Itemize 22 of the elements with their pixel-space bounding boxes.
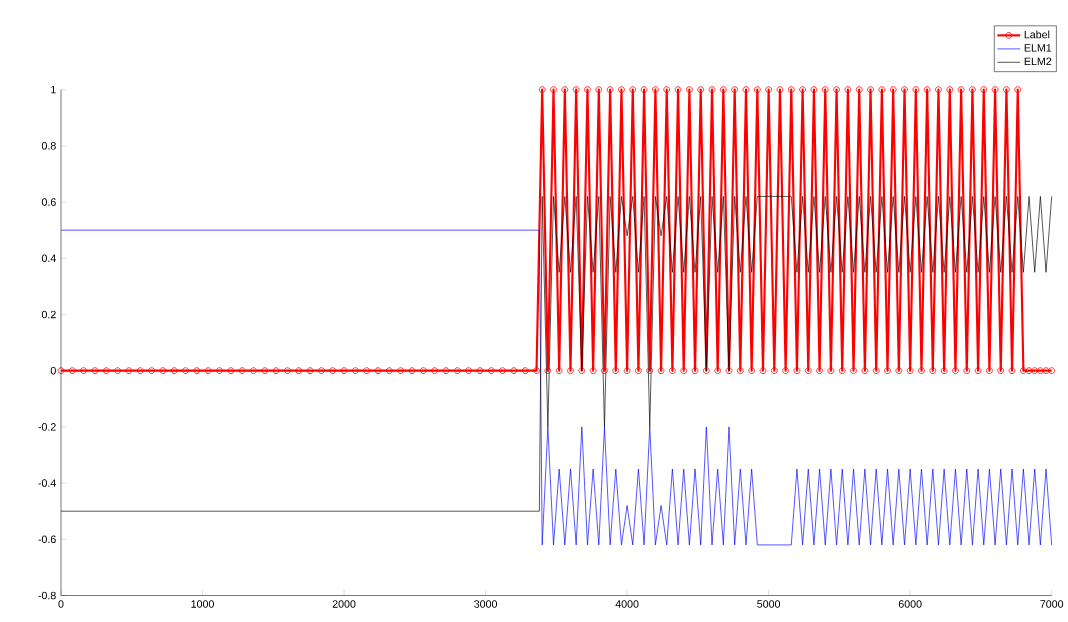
y-tick-label: 0.8 xyxy=(41,141,56,150)
legend-label: ELM1 xyxy=(1024,43,1052,52)
y-tick-label: -0.4 xyxy=(38,479,56,487)
y-tick-label: -0.2 xyxy=(38,422,56,431)
line-series xyxy=(60,229,1053,546)
x-tick-label: 5000 xyxy=(757,599,781,608)
x-tick-label: 7000 xyxy=(1040,599,1064,608)
x-tick-label: 2000 xyxy=(332,599,356,608)
x-tick-label: 4000 xyxy=(615,599,639,608)
y-tick-label: 0.6 xyxy=(41,198,56,206)
y-tick-label: -0.8 xyxy=(38,591,56,600)
x-tick-label: 0 xyxy=(58,599,64,608)
x-tick-label: 1000 xyxy=(191,599,214,608)
x-tick-label: 6000 xyxy=(898,599,922,608)
legend-label: Label xyxy=(1024,30,1050,39)
y-tick-label: 0.4 xyxy=(41,254,56,262)
y-tick-label: 0 xyxy=(50,366,56,375)
y-tick-label: -0.6 xyxy=(38,535,56,543)
y-tick-label: 0.2 xyxy=(41,310,56,319)
y-tick-label: 1 xyxy=(51,85,56,94)
x-tick-label: 3000 xyxy=(474,599,498,608)
legend-label: ELM2 xyxy=(1024,57,1052,65)
